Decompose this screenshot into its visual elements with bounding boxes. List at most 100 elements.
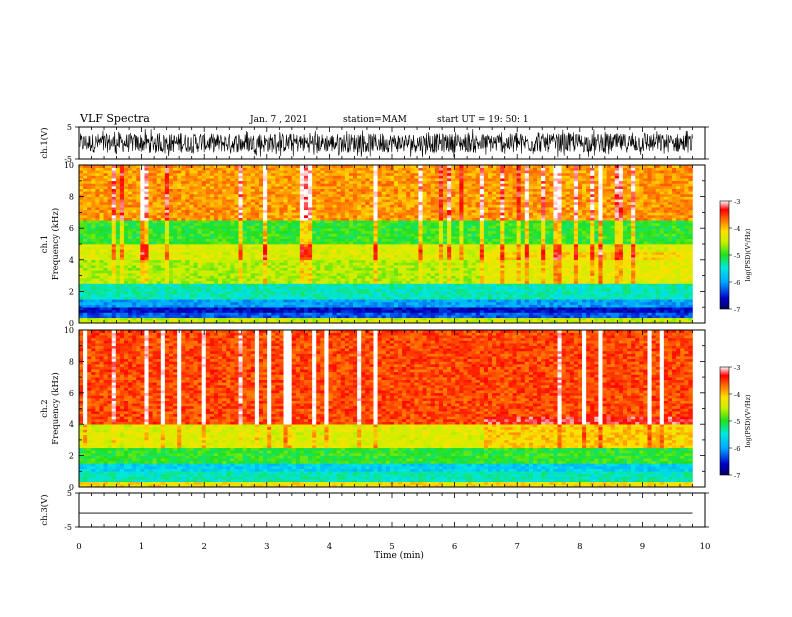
spectrogram-cell xyxy=(316,273,320,276)
spectrogram-cell xyxy=(181,249,185,252)
spectrogram-cell xyxy=(443,257,447,260)
spectrogram-cell xyxy=(472,305,476,308)
spectrogram-cell xyxy=(271,236,275,239)
spectrogram-cell xyxy=(504,255,508,258)
spectrogram-cell xyxy=(267,305,271,308)
spectrogram-cell xyxy=(296,276,300,279)
spectrogram-cell xyxy=(382,318,386,321)
spectrogram-cell xyxy=(132,312,136,315)
spectrogram-cell xyxy=(639,315,643,318)
spectrogram-cell xyxy=(95,249,99,252)
spectrogram-cell xyxy=(390,257,394,260)
spectrogram-cell xyxy=(619,302,623,305)
spectrogram-cell xyxy=(463,278,467,281)
spectrogram-cell xyxy=(345,270,349,273)
spectrogram-cell xyxy=(566,302,570,305)
spectrogram-cell xyxy=(427,260,431,263)
spectrogram-cell xyxy=(361,241,365,244)
spectrogram-cell xyxy=(120,297,124,300)
spectrogram-cell xyxy=(378,297,382,300)
spectrogram-cell xyxy=(562,284,566,287)
spectrogram-cell xyxy=(157,302,161,305)
spectrogram-cell xyxy=(537,260,541,263)
spectrogram-cell xyxy=(643,294,647,297)
spectrogram-cell xyxy=(643,255,647,258)
spectrogram-cell xyxy=(664,278,668,281)
spectrogram-cell xyxy=(496,239,500,242)
spectrogram-cell xyxy=(259,299,263,302)
spectrogram-cell xyxy=(361,273,365,276)
spectrogram-cell xyxy=(210,276,214,279)
spectrogram-cell xyxy=(480,318,484,321)
spectrogram-cell xyxy=(320,276,324,279)
spectrogram-cell xyxy=(558,291,562,294)
spectrogram-cell xyxy=(635,281,639,284)
spectrogram-cell xyxy=(161,270,165,273)
spectrogram-cell xyxy=(128,276,132,279)
spectrogram-cell xyxy=(603,270,607,273)
spectrogram-cell xyxy=(545,270,549,273)
spectrogram-cell xyxy=(108,315,112,318)
spectrogram-cell xyxy=(558,239,562,242)
spectrogram-cell xyxy=(647,244,651,247)
spectrogram-cell xyxy=(218,299,222,302)
spectrogram-cell xyxy=(558,297,562,300)
spectrogram-cell xyxy=(300,239,304,242)
spectrogram-cell xyxy=(652,299,656,302)
spectrogram-cell xyxy=(590,260,594,263)
spectrogram-cell xyxy=(447,286,451,289)
spectrogram-cell xyxy=(562,249,566,252)
spectrogram-cell xyxy=(598,273,602,276)
spectrogram-cell xyxy=(324,284,328,287)
spectrogram-cell xyxy=(218,289,222,292)
spectrogram-cell xyxy=(304,247,308,250)
spectrogram-cell xyxy=(537,276,541,279)
spectrogram-cell xyxy=(598,294,602,297)
spectrogram-cell xyxy=(210,257,214,260)
spectrogram-cell xyxy=(582,257,586,260)
spectrogram-cell xyxy=(165,252,169,255)
spectrogram-cell xyxy=(349,262,353,265)
spectrogram-cell xyxy=(647,247,651,250)
spectrogram-cell xyxy=(496,241,500,244)
spectrogram-cell xyxy=(468,276,472,279)
spectrogram-cell xyxy=(652,312,656,315)
spectrogram-cell xyxy=(128,315,132,318)
spectrogram-cell xyxy=(586,286,590,289)
spectrogram-cell xyxy=(607,286,611,289)
spectrogram-cell xyxy=(578,241,582,244)
spectrogram-cell xyxy=(308,302,312,305)
spectrogram-cell xyxy=(562,244,566,247)
spectrogram-cell xyxy=(136,281,140,284)
spectrogram-cell xyxy=(619,305,623,308)
spectrogram-cell xyxy=(230,284,234,287)
spectrogram-cell xyxy=(619,270,623,273)
spectrogram-cell xyxy=(529,312,533,315)
spectrogram-cell xyxy=(623,294,627,297)
spectrogram-cell xyxy=(627,241,631,244)
spectrogram-cell xyxy=(615,284,619,287)
spectrogram-cell xyxy=(345,247,349,250)
spectrogram-cell xyxy=(574,297,578,300)
spectrogram-cell xyxy=(504,239,508,242)
spectrogram-cell xyxy=(214,249,218,252)
spectrogram-cell xyxy=(349,307,353,310)
spectrogram-cell xyxy=(652,270,656,273)
spectrogram-cell xyxy=(680,286,684,289)
spectrogram-cell xyxy=(149,268,153,271)
spectrogram-cell xyxy=(484,310,488,313)
spectrogram-cell xyxy=(112,252,116,255)
spectrogram-cell xyxy=(157,289,161,292)
spectrogram-cell xyxy=(398,281,402,284)
spectrogram-cell xyxy=(230,247,234,250)
spectrogram-cell xyxy=(447,278,451,281)
spectrogram-cell xyxy=(337,244,341,247)
spectrogram-cell xyxy=(255,294,259,297)
spectrogram-cell xyxy=(165,284,169,287)
spectrogram-cell xyxy=(218,310,222,313)
spectrogram-cell xyxy=(611,312,615,315)
spectrogram-cell xyxy=(275,276,279,279)
spectrogram-cell xyxy=(99,247,103,250)
spectrogram-cell xyxy=(508,278,512,281)
spectrogram-cell xyxy=(623,270,627,273)
